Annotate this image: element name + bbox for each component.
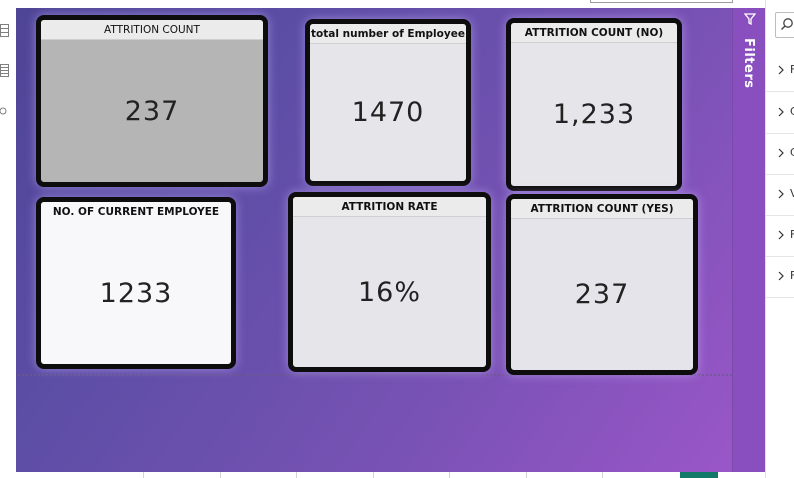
field-table-name: F [790, 228, 794, 241]
card-value: 1,233 [552, 99, 636, 130]
field-table-name: C [790, 146, 794, 159]
tab-separator [602, 472, 603, 478]
field-table-row[interactable]: F [766, 216, 794, 257]
card-attrition-count-yes[interactable]: ATTRITION COUNT (YES) 237 [506, 194, 698, 375]
field-table-row[interactable]: C [766, 93, 794, 134]
card-title: ATTRITION COUNT (NO) [511, 23, 677, 43]
card-attrition-count-no[interactable]: ATTRITION COUNT (NO) 1,233 [506, 18, 682, 191]
filters-label: Filters [741, 38, 756, 89]
left-rail [0, 0, 16, 478]
card-title: ATTRITION COUNT (YES) [511, 199, 693, 219]
tab-separator [373, 472, 374, 478]
field-table-row[interactable]: F [766, 51, 794, 92]
chevron-right-icon [778, 189, 784, 199]
card-value: 1470 [351, 97, 425, 128]
card-title: total number of Employee [310, 24, 466, 44]
field-table-row[interactable]: F [766, 257, 794, 298]
card-attrition-rate[interactable]: ATTRITION RATE 16% [288, 192, 491, 372]
chevron-right-icon [778, 148, 784, 158]
model-view-icon[interactable] [0, 104, 10, 118]
card-title: NO. OF CURRENT EMPLOYEE [41, 202, 231, 222]
card-value: 237 [574, 279, 630, 310]
field-table-row[interactable]: V [766, 175, 794, 216]
active-page-tab[interactable] [680, 472, 718, 478]
card-value: 1233 [99, 277, 173, 309]
card-total-employees[interactable]: total number of Employee 1470 [305, 19, 471, 186]
field-table-name: C [790, 105, 794, 118]
search-input[interactable] [775, 12, 794, 38]
card-value: 16% [357, 276, 421, 308]
chevron-right-icon [778, 271, 784, 281]
tab-separator [526, 472, 527, 478]
card-current-employees[interactable]: NO. OF CURRENT EMPLOYEE 1233 [36, 197, 236, 369]
chevron-right-icon [778, 107, 784, 117]
report-view-icon[interactable] [0, 24, 10, 38]
card-attrition-count[interactable]: ATTRITION COUNT 237 [36, 15, 268, 187]
tab-separator [296, 472, 297, 478]
fields-pane: F C C V F F [765, 0, 794, 478]
chevron-right-icon [778, 65, 784, 75]
chevron-right-icon [778, 230, 784, 240]
card-title: ATTRITION RATE [293, 197, 486, 217]
page-tabs [16, 472, 732, 478]
search-icon [781, 18, 793, 30]
tab-separator [220, 472, 221, 478]
report-canvas: ATTRITION COUNT 237 total number of Empl… [16, 8, 732, 472]
top-toolbar-box [590, 0, 733, 3]
field-table-name: F [790, 63, 794, 76]
card-value: 237 [124, 95, 180, 127]
funnel-icon [743, 13, 757, 26]
filters-pane-collapsed[interactable]: Filters [732, 8, 765, 472]
card-title: ATTRITION COUNT [41, 20, 263, 40]
canvas-divider [18, 374, 732, 376]
tab-separator [449, 472, 450, 478]
table-view-icon[interactable] [0, 64, 10, 78]
field-table-name: F [790, 269, 794, 282]
tab-separator [143, 472, 144, 478]
field-table-name: V [790, 187, 794, 200]
field-table-row[interactable]: C [766, 134, 794, 175]
